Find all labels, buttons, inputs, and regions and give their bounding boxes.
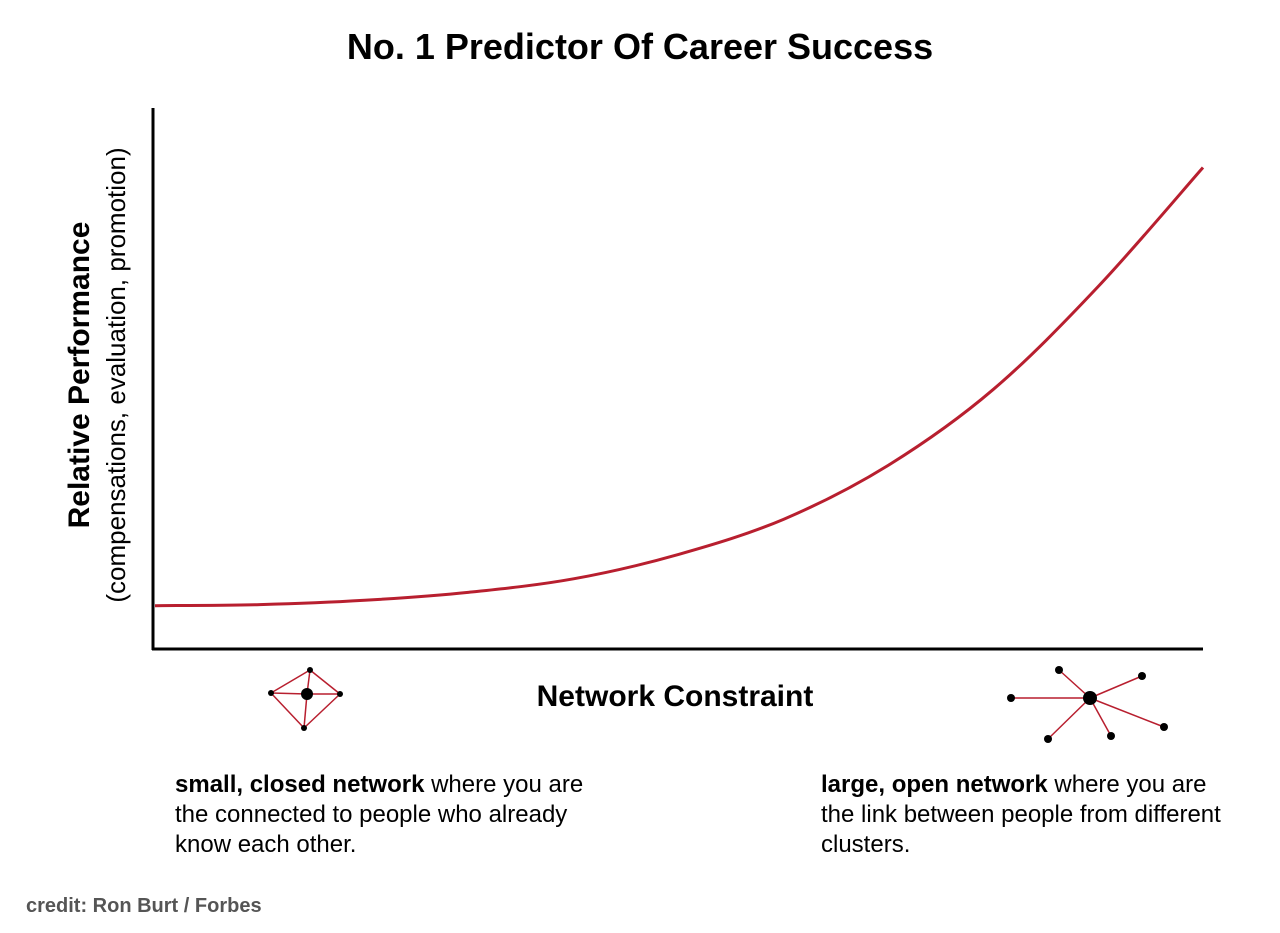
closed-network-icon [268,667,343,731]
open-network-icon [1007,666,1168,743]
open-network-description: large, open network where you are the li… [821,770,1241,860]
closed-network-text: where you are the connected to people wh… [175,771,584,858]
series-line [154,166,1205,608]
open-network-heading: large, open network [821,771,1048,798]
closed-network-description: small, closed network where you are the … [175,770,595,860]
credit-text: credit: Ron Burt / Forbes [26,895,262,917]
open-network-text: where you are the link between people fr… [821,771,1221,858]
closed-network-heading: small, closed network [175,771,425,798]
chart-title: No. 1 Predictor Of Career Success [346,26,934,67]
x-axis-label: Network Constraint [536,680,814,713]
